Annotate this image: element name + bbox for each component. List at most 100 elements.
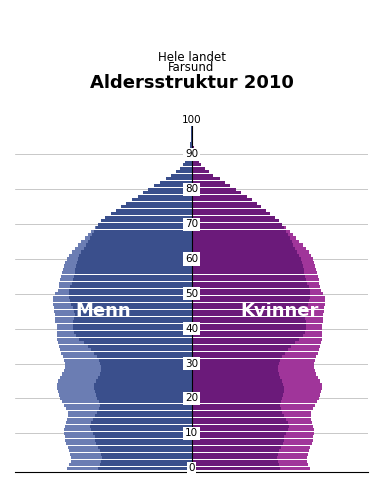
Bar <box>192 292 310 295</box>
Bar <box>68 446 192 449</box>
Bar <box>192 369 315 372</box>
Bar <box>192 418 311 421</box>
Bar <box>96 380 192 383</box>
Bar <box>64 428 192 431</box>
Bar <box>192 400 317 404</box>
Bar <box>192 156 197 160</box>
Bar <box>69 296 192 299</box>
Bar <box>192 338 300 341</box>
Bar <box>57 383 192 386</box>
Bar <box>192 383 283 386</box>
Bar <box>90 237 192 240</box>
Bar <box>186 163 192 166</box>
Text: 40: 40 <box>185 324 198 334</box>
Bar <box>100 362 192 365</box>
Bar <box>192 338 322 341</box>
Bar <box>192 334 322 337</box>
Bar <box>191 142 192 145</box>
Bar <box>192 421 288 425</box>
Bar <box>65 425 192 428</box>
Bar <box>188 153 192 156</box>
Bar <box>192 411 311 414</box>
Bar <box>62 372 192 376</box>
Bar <box>69 254 192 257</box>
Bar <box>192 205 257 208</box>
Bar <box>53 299 192 303</box>
Bar <box>192 170 207 173</box>
Bar <box>77 261 192 264</box>
Title: Aldersstruktur 2010: Aldersstruktur 2010 <box>90 74 293 92</box>
Bar <box>192 411 282 414</box>
Bar <box>63 268 192 271</box>
Bar <box>65 261 192 264</box>
Bar <box>192 271 304 274</box>
Bar <box>192 264 303 267</box>
Bar <box>192 240 292 243</box>
Bar <box>92 233 192 236</box>
Bar <box>192 376 318 379</box>
Bar <box>79 257 192 261</box>
Bar <box>192 289 310 292</box>
Bar <box>190 142 192 145</box>
Bar <box>192 153 196 156</box>
Bar <box>192 313 323 316</box>
Bar <box>98 467 192 470</box>
Bar <box>192 296 326 299</box>
Bar <box>192 149 195 152</box>
Bar <box>67 418 192 421</box>
Bar <box>62 271 192 274</box>
Bar <box>192 229 286 233</box>
Bar <box>98 446 192 449</box>
Bar <box>65 435 192 438</box>
Bar <box>101 219 192 222</box>
Bar <box>192 188 231 191</box>
Bar <box>192 146 193 149</box>
Bar <box>192 188 236 191</box>
Bar <box>192 177 219 181</box>
Bar <box>192 351 318 355</box>
Bar <box>191 139 192 142</box>
Bar <box>192 348 319 351</box>
Bar <box>192 285 320 288</box>
Bar <box>56 292 192 295</box>
Bar <box>69 449 192 452</box>
Bar <box>54 310 192 313</box>
Bar <box>192 393 320 397</box>
Bar <box>192 233 293 236</box>
Bar <box>192 453 308 456</box>
Bar <box>75 247 192 250</box>
Bar <box>100 463 192 466</box>
Bar <box>95 390 192 393</box>
Bar <box>67 257 192 261</box>
Bar <box>192 446 310 449</box>
Bar <box>192 226 284 229</box>
Bar <box>192 223 282 225</box>
Text: 100: 100 <box>182 115 201 124</box>
Bar <box>59 393 191 397</box>
Bar <box>192 219 279 222</box>
Bar <box>56 320 192 324</box>
Bar <box>60 397 191 400</box>
Bar <box>192 317 304 320</box>
Bar <box>154 184 192 187</box>
Bar <box>75 313 192 316</box>
Bar <box>192 376 280 379</box>
Bar <box>95 439 192 442</box>
Bar <box>185 160 192 163</box>
Bar <box>184 167 192 170</box>
Bar <box>74 275 192 278</box>
Bar <box>83 341 192 344</box>
Bar <box>192 324 306 327</box>
Bar <box>165 184 192 187</box>
Bar <box>192 163 201 166</box>
Bar <box>192 233 288 236</box>
Bar <box>192 142 193 145</box>
Bar <box>192 432 314 435</box>
Bar <box>192 278 306 282</box>
Bar <box>192 261 314 264</box>
Bar <box>180 167 192 170</box>
Bar <box>192 275 318 278</box>
Bar <box>192 355 282 358</box>
Bar <box>192 160 199 163</box>
Bar <box>192 366 278 368</box>
